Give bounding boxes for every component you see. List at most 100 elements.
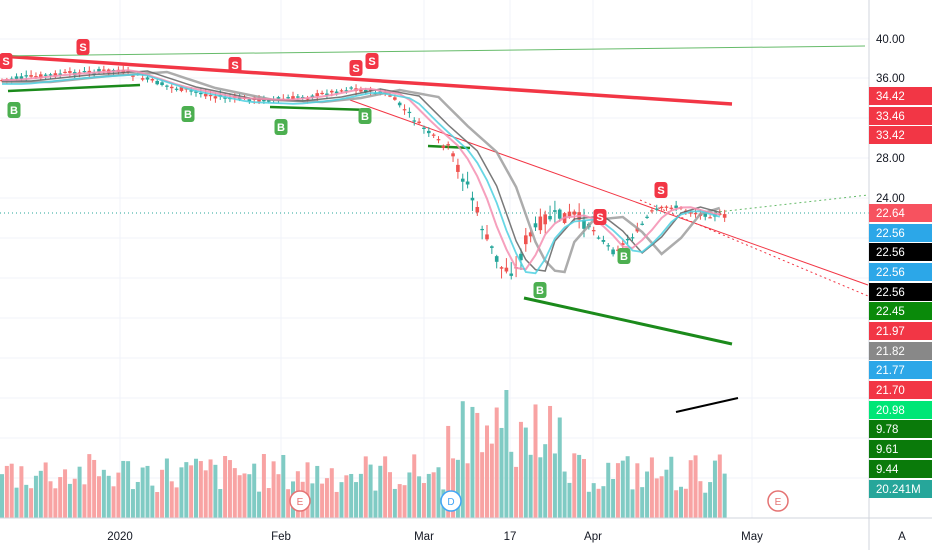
volume-bar [363,456,368,518]
time-tick-label: 2020 [107,531,133,543]
volume-bar [237,475,242,518]
volume-bar [446,425,451,518]
candle-body [490,246,494,248]
volume-bar [155,492,160,518]
volume-bar [654,478,659,518]
price-tick-label: 36.00 [876,73,905,85]
sell-signal-label: S [231,60,238,72]
candle-body [97,68,101,72]
candle-body [325,93,329,96]
volume-bar [470,406,475,518]
candle-body [533,223,538,228]
volume-bar [213,464,218,518]
candle-body [509,273,514,276]
event-marker-circle[interactable] [440,490,462,512]
candle-body [688,212,693,214]
candle-body [470,197,475,201]
candle-body [422,127,426,129]
candle-body [528,232,533,237]
price-label-text: 20.241M [876,484,921,496]
buy-signal-label: B [10,105,18,117]
volume-bar [227,460,232,518]
candle-body [19,76,24,79]
volume-bar [485,425,489,518]
buy-signal-badge [181,106,195,122]
time-tick-label: Apr [584,531,602,543]
candle-body [291,96,295,100]
trend-green-dotted [699,194,869,215]
volume-bar [620,460,625,518]
support-line-3 [427,144,471,150]
volume-bar [611,478,616,518]
price-label-text: 21.77 [876,365,905,377]
event-marker-circle[interactable] [767,490,789,512]
volume-bar [286,489,291,518]
candle-body [582,219,586,229]
candle-body [645,216,649,218]
volume-bar [130,489,135,518]
price-label-box [869,283,932,301]
volume-bar [722,473,727,518]
volume-bar [160,469,165,518]
trend-green-thin [0,45,866,57]
volume-bar [552,453,557,518]
price-label-text: 9.44 [876,464,899,476]
volume-bar [232,468,237,518]
sell-signal-badge [349,60,363,76]
volume-bar [538,457,543,518]
volume-bar [324,478,329,518]
candle-body [451,153,455,157]
candle-body [276,97,281,99]
sell-signal-label: S [2,56,9,68]
volume-bar [43,462,48,518]
candle-body [330,90,334,93]
volume-bar [320,483,325,518]
candle-body [465,181,470,185]
candle-body [417,121,421,124]
price-label-box [869,420,932,438]
volume-bar [504,390,509,518]
support-line-1 [7,83,141,93]
volume-bar [266,488,271,518]
auto-scale-button[interactable]: A [898,531,906,543]
candle-body [126,70,130,73]
volume-bar [101,469,106,518]
price-label-box [869,381,932,399]
volume-bar [14,487,19,518]
price-label-box [869,243,932,261]
price-label-text: 33.46 [876,111,905,123]
sell-signal-badge [0,53,13,69]
time-tick-label: 17 [504,531,517,543]
candle-body [475,206,480,213]
volume-bar [281,454,286,518]
price-label-box [869,126,932,144]
volume-bar [368,464,373,518]
candle-body [315,93,320,97]
volume-bar [9,463,14,518]
event-marker-label: D [447,497,454,508]
price-label-text: 22.56 [876,247,905,259]
candle-body [611,249,615,255]
candle-body [63,71,67,74]
volume-bar [489,443,494,518]
price-label-box [869,460,932,478]
candle-body [160,82,164,86]
volume-bar [208,459,213,518]
price-label-text: 20.98 [876,405,905,417]
volume-bar [596,488,601,518]
price-label-text: 22.56 [876,228,905,240]
support-line-2 [269,105,371,112]
price-tick-label: 28.00 [876,153,905,165]
volume-bar [339,482,344,518]
volume-bar [344,475,349,518]
candle-body [334,91,339,94]
volume-bar [543,444,548,518]
trend-upper-red [0,54,733,106]
sell-signal-label: S [596,212,603,224]
volume-bar [135,481,140,518]
candle-body [388,95,392,97]
event-marker-circle[interactable] [289,490,311,512]
candle-body [654,208,659,210]
candle-body [460,178,465,182]
buy-signal-badge [617,248,631,264]
